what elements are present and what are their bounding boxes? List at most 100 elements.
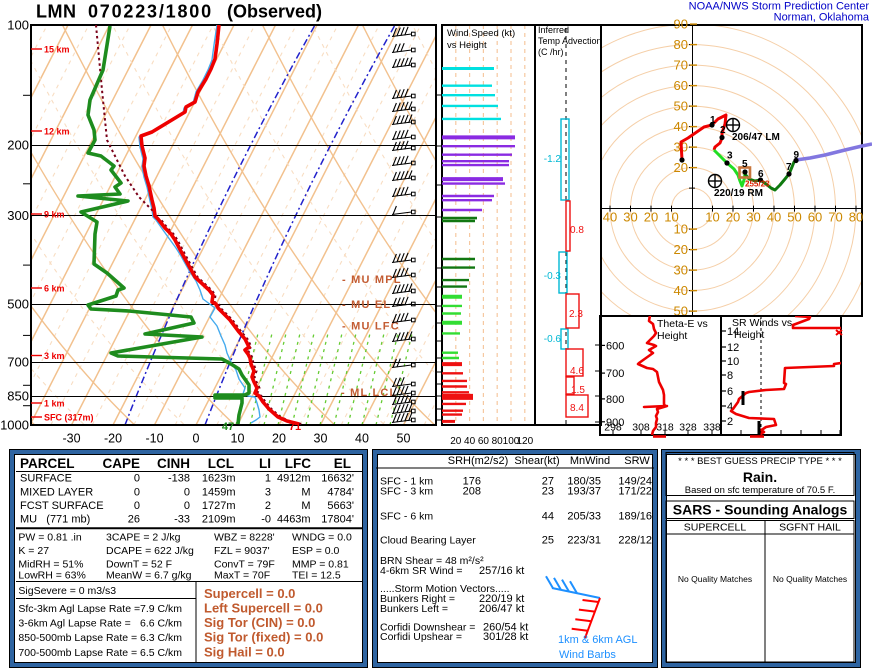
svg-text:2: 2 xyxy=(727,416,733,428)
svg-text:Bunkers Right =: Bunkers Right = xyxy=(380,593,455,605)
svg-text:Height: Height xyxy=(657,330,687,342)
svg-text:- MU EL: - MU EL xyxy=(342,299,391,311)
svg-text:Corfidi Downshear =: Corfidi Downshear = xyxy=(380,621,475,633)
svg-text:47: 47 xyxy=(222,421,234,433)
svg-text:0: 0 xyxy=(193,432,200,446)
svg-text:200: 200 xyxy=(7,138,29,153)
svg-text:30: 30 xyxy=(314,432,328,446)
svg-text:8.4: 8.4 xyxy=(570,403,584,414)
svg-text:4912m: 4912m xyxy=(277,473,311,485)
svg-text:SGFNT HAIL: SGFNT HAIL xyxy=(779,522,841,534)
svg-text:- ML LCL: - ML LCL xyxy=(341,387,397,399)
svg-text:1459m: 1459m xyxy=(202,486,236,498)
svg-text:-30: -30 xyxy=(62,432,80,446)
svg-text:MMP = 0.81: MMP = 0.81 xyxy=(292,558,349,570)
svg-text:1: 1 xyxy=(265,473,271,485)
svg-text:301/28 kt: 301/28 kt xyxy=(483,631,528,643)
svg-text:15 km: 15 km xyxy=(44,45,70,55)
svg-text:193/37: 193/37 xyxy=(567,486,601,498)
svg-text:25: 25 xyxy=(542,535,554,547)
svg-text:1727m: 1727m xyxy=(202,500,236,512)
svg-text:LMN: LMN xyxy=(36,2,77,22)
svg-text:4784': 4784' xyxy=(327,486,354,498)
svg-text:Sig Tor (CIN) = 0.0: Sig Tor (CIN) = 0.0 xyxy=(204,615,315,630)
svg-text:- MU LFC: - MU LFC xyxy=(342,321,400,333)
svg-text:100: 100 xyxy=(7,18,29,33)
svg-text:6.6 C/km: 6.6 C/km xyxy=(140,618,182,630)
svg-text:-0: -0 xyxy=(261,513,271,525)
svg-text:-33: -33 xyxy=(174,513,190,525)
svg-text:SARS - Sounding Analogs: SARS - Sounding Analogs xyxy=(673,502,848,518)
svg-text:LI: LI xyxy=(259,456,271,471)
svg-text:20: 20 xyxy=(726,210,740,225)
svg-text:0: 0 xyxy=(184,486,190,498)
svg-text:6: 6 xyxy=(758,169,764,180)
svg-text:LCL: LCL xyxy=(208,456,234,471)
svg-text:80: 80 xyxy=(674,37,688,52)
svg-text:MaxT = 70F: MaxT = 70F xyxy=(214,570,270,582)
svg-text:900: 900 xyxy=(606,417,624,429)
svg-text:DCAPE = 622 J/kg: DCAPE = 622 J/kg xyxy=(106,545,194,557)
svg-text:FZL = 9037': FZL = 9037' xyxy=(214,545,270,557)
svg-text:EL: EL xyxy=(334,456,351,471)
svg-text:3-6km Agl Lapse Rate =: 3-6km Agl Lapse Rate = xyxy=(18,618,130,630)
svg-text:3CAPE = 2 J/kg: 3CAPE = 2 J/kg xyxy=(106,531,181,543)
svg-text:2: 2 xyxy=(265,500,271,512)
svg-text:070223/1800: 070223/1800 xyxy=(88,2,213,22)
svg-text:40: 40 xyxy=(355,432,369,446)
svg-text:10: 10 xyxy=(674,222,688,237)
svg-text:14: 14 xyxy=(727,326,739,338)
svg-text:Bunkers Left =: Bunkers Left = xyxy=(380,603,448,615)
svg-text:WNDG = 0.0: WNDG = 0.0 xyxy=(292,531,352,543)
svg-text:12: 12 xyxy=(727,342,739,354)
svg-text:Based on sfc temperature of 70: Based on sfc temperature of 70.5 F. xyxy=(685,485,836,496)
svg-text:Rain.: Rain. xyxy=(743,469,777,485)
svg-text:30: 30 xyxy=(623,210,637,225)
svg-text:SFC - 1 km: SFC - 1 km xyxy=(380,476,433,488)
svg-text:SFC - 6 km: SFC - 6 km xyxy=(380,510,433,522)
svg-text:189/16: 189/16 xyxy=(618,510,652,522)
svg-text:Sig Hail = 0.0: Sig Hail = 0.0 xyxy=(204,644,285,659)
svg-text:70: 70 xyxy=(828,210,842,225)
svg-text:12 km: 12 km xyxy=(44,127,70,137)
svg-text:257/16 kt: 257/16 kt xyxy=(479,565,524,577)
svg-text:NOAA/NWS Storm Prediction Cent: NOAA/NWS Storm Prediction Center xyxy=(689,1,870,13)
svg-text:1km & 6km AGL: 1km & 6km AGL xyxy=(558,634,637,646)
svg-text:Sig Tor (fixed) = 0.0: Sig Tor (fixed) = 0.0 xyxy=(204,630,323,645)
svg-text:6.3 C/km: 6.3 C/km xyxy=(140,632,182,644)
svg-text:FCST SURFACE: FCST SURFACE xyxy=(20,500,104,512)
svg-text:4.6: 4.6 xyxy=(570,366,584,377)
svg-text:228/12: 228/12 xyxy=(618,535,652,547)
svg-text:Supercell = 0.0: Supercell = 0.0 xyxy=(204,586,295,601)
svg-text:850: 850 xyxy=(7,388,29,403)
svg-text:SRW: SRW xyxy=(624,455,650,467)
svg-text:44: 44 xyxy=(542,510,554,522)
svg-text:20: 20 xyxy=(674,160,688,175)
svg-text:-138: -138 xyxy=(168,473,190,485)
svg-text:700-500mb Lapse Rate =: 700-500mb Lapse Rate = xyxy=(18,647,137,659)
svg-text:600: 600 xyxy=(606,340,624,352)
svg-text:1.5: 1.5 xyxy=(571,385,585,396)
svg-text:5663': 5663' xyxy=(327,500,354,512)
svg-text:0: 0 xyxy=(134,473,140,485)
svg-text:50: 50 xyxy=(787,210,801,225)
svg-text:2.3: 2.3 xyxy=(569,309,583,320)
svg-text:M: M xyxy=(301,500,310,512)
svg-text:3: 3 xyxy=(727,151,733,162)
svg-text:SUPERCELL: SUPERCELL xyxy=(684,522,747,534)
svg-text:220/19 RM: 220/19 RM xyxy=(714,188,763,199)
svg-text:SRH(m2/s2): SRH(m2/s2) xyxy=(448,455,509,467)
svg-text:7: 7 xyxy=(786,162,792,173)
svg-text:PW = 0.81 .in: PW = 0.81 .in xyxy=(18,531,81,543)
svg-text:(Observed): (Observed) xyxy=(227,2,322,22)
svg-text:7.9 C/km: 7.9 C/km xyxy=(140,603,182,615)
svg-text:206/47 LM: 206/47 LM xyxy=(732,132,780,143)
svg-text:-1.2: -1.2 xyxy=(544,154,562,165)
svg-text:-10: -10 xyxy=(145,432,163,446)
svg-text:.....Storm Motion Vectors.....: .....Storm Motion Vectors..... xyxy=(380,583,510,595)
svg-text:50: 50 xyxy=(674,304,688,319)
svg-text:Norman, Oklahoma: Norman, Oklahoma xyxy=(774,12,870,24)
svg-text:298: 298 xyxy=(604,422,622,434)
svg-text:223/31: 223/31 xyxy=(567,535,601,547)
svg-text:SR Winds vs: SR Winds vs xyxy=(732,317,792,329)
